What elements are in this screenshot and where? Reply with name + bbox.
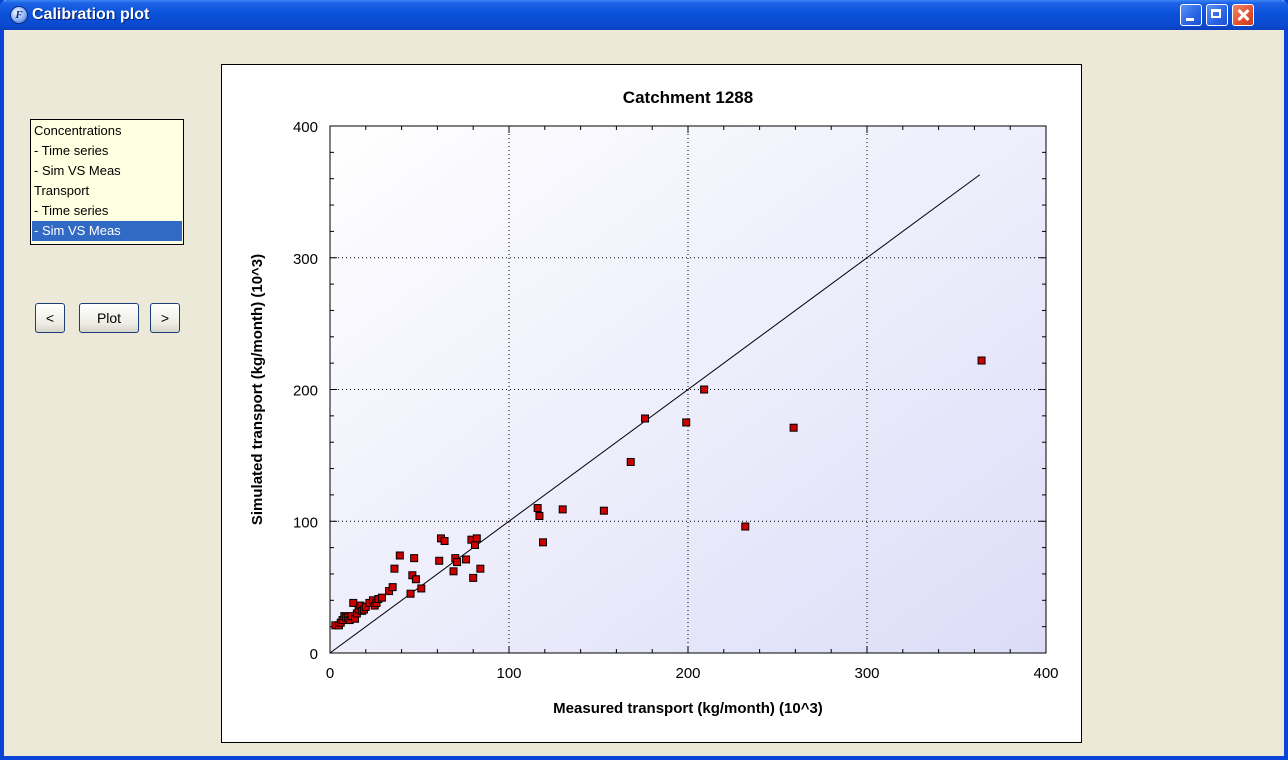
list-item-concentrations-time-series[interactable]: - Time series [32, 141, 182, 161]
list-item-concentrations-sim-vs-meas[interactable]: - Sim VS Meas [32, 161, 182, 181]
data-point [536, 512, 543, 519]
data-point [978, 357, 985, 364]
x-tick-label: 100 [496, 665, 521, 682]
window-title: Calibration plot [32, 5, 149, 25]
data-point [477, 565, 484, 572]
data-point [471, 541, 478, 548]
plot-type-list[interactable]: Concentrations - Time series - Sim VS Me… [30, 119, 184, 245]
data-point [559, 506, 566, 513]
data-point [701, 386, 708, 393]
y-tick-label: 0 [310, 646, 318, 663]
data-point [790, 424, 797, 431]
scatter-chart: 0 100 200 300 400 0 100 200 300 400 Catchment 128… [222, 65, 1081, 742]
y-tick-label: 100 [293, 514, 318, 531]
minimize-button[interactable] [1180, 4, 1202, 26]
data-point [627, 458, 634, 465]
list-item-concentrations[interactable]: Concentrations [32, 121, 182, 141]
maximize-button[interactable] [1206, 4, 1228, 26]
data-point [436, 557, 443, 564]
data-point [454, 559, 461, 566]
x-tick-label: 0 [326, 665, 334, 682]
data-point [683, 419, 690, 426]
data-point [742, 523, 749, 530]
data-point [389, 584, 396, 591]
data-point [350, 599, 357, 606]
plot-button[interactable]: Plot [79, 303, 139, 333]
y-tick-label: 300 [293, 251, 318, 268]
data-point [441, 538, 448, 545]
x-tick-label: 200 [675, 665, 700, 682]
data-point [470, 574, 477, 581]
next-button[interactable]: > [150, 303, 180, 333]
data-point [450, 568, 457, 575]
x-tick-label: 400 [1033, 665, 1058, 682]
data-point [642, 415, 649, 422]
data-point [463, 556, 470, 563]
list-item-transport-sim-vs-meas[interactable]: - Sim VS Meas [32, 221, 182, 241]
data-point [378, 594, 385, 601]
data-point [540, 539, 547, 546]
data-point [407, 590, 414, 597]
close-button[interactable] [1232, 4, 1254, 26]
data-point [473, 535, 480, 542]
list-item-transport[interactable]: Transport [32, 181, 182, 201]
app-icon: F [10, 6, 28, 24]
chart-title: Catchment 1288 [623, 88, 753, 107]
title-bar[interactable]: F Calibration plot [0, 0, 1288, 30]
y-tick-label: 400 [293, 119, 318, 136]
x-axis-label: Measured transport (kg/month) (10^3) [553, 700, 823, 717]
data-point [412, 576, 419, 583]
x-tick-label: 300 [854, 665, 879, 682]
data-point [418, 585, 425, 592]
y-tick-label: 200 [293, 383, 318, 400]
list-item-transport-time-series[interactable]: - Time series [32, 201, 182, 221]
data-point [411, 555, 418, 562]
data-point [396, 552, 403, 559]
chart-panel: 0 100 200 300 400 0 100 200 300 400 Catchment 128… [221, 64, 1082, 743]
y-axis-label: Simulated transport (kg/month) (10^3) [249, 254, 266, 525]
previous-button[interactable]: < [35, 303, 65, 333]
data-point [391, 565, 398, 572]
data-point [534, 505, 541, 512]
data-point [600, 507, 607, 514]
